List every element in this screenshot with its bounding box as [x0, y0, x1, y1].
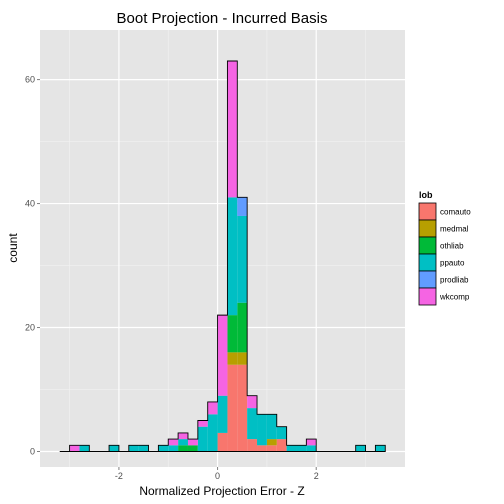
bar-segment-wkcomp: [227, 60, 238, 198]
bar-segment-wkcomp: [178, 432, 188, 440]
x-tick-label: 2: [314, 471, 319, 481]
bar-segment-wkcomp: [197, 420, 208, 427]
bar-segment-wkcomp: [69, 445, 80, 452]
legend-key-medmal: [418, 219, 437, 238]
legend-key-othliab: [418, 236, 437, 255]
bar-segment-ppauto: [296, 445, 307, 452]
bar-segment-medmal: [266, 439, 277, 446]
legend-key-comauto: [418, 202, 437, 221]
bar-segment-ppauto: [168, 445, 179, 452]
bar-segment-comauto: [217, 432, 228, 452]
bar-segment-ppauto: [207, 414, 218, 452]
y-axis-ticks: 0 20 40 60: [25, 75, 40, 457]
bar-segment-wkcomp: [306, 439, 317, 446]
y-tick-label: 40: [25, 199, 35, 209]
bar-segment-ppauto: [158, 445, 169, 452]
bar-segment-ppauto: [286, 445, 297, 452]
histogram-outline-path: [59, 60, 386, 452]
legend-label-prodliab: prodliab: [440, 276, 469, 285]
bar-segment-comauto: [247, 439, 258, 452]
legend: lob comauto medmal othliab ppauto prodliab wk…: [418, 190, 471, 306]
bar-segment-othliab: [187, 445, 198, 452]
legend-key-ppauto: [418, 253, 437, 272]
bar-segment-wkcomp: [187, 439, 198, 446]
bar-segment-ppauto: [128, 445, 139, 452]
bar-segment-prodliab: [237, 197, 248, 216]
bar-segment-ppauto: [227, 197, 238, 316]
bar-segment-comauto: [257, 445, 267, 452]
bar-segment-ppauto: [247, 408, 258, 440]
histogram-outline: [59, 60, 386, 452]
bar-segment-ppauto: [375, 445, 386, 452]
bar-segment-ppauto: [237, 215, 248, 303]
y-tick-label: 0: [30, 447, 35, 457]
y-tick-label: 60: [25, 75, 35, 85]
bar-segment-wkcomp: [247, 395, 258, 409]
x-axis-ticks: -2 0 2: [115, 467, 319, 481]
x-tick-label: -2: [115, 471, 123, 481]
bar-segment-ppauto: [355, 445, 366, 452]
bar-segment-comauto: [227, 364, 238, 452]
bar-segment-medmal: [227, 352, 238, 365]
x-tick-label: 0: [215, 471, 220, 481]
bar-segment-ppauto: [109, 445, 119, 452]
chart-title: Boot Projection - Incurred Basis: [117, 10, 328, 27]
bar-segment-medmal: [237, 352, 248, 365]
bar-segment-wkcomp: [168, 439, 179, 446]
legend-label-ppauto: ppauto: [440, 259, 465, 268]
x-axis-title: Normalized Projection Error - Z: [139, 484, 304, 498]
bar-segment-ppauto: [217, 395, 228, 433]
legend-label-wkcomp: wkcomp: [439, 293, 470, 302]
bar-segment-ppauto: [257, 414, 267, 446]
bar-segment-othliab: [237, 302, 248, 353]
y-tick-label: 20: [25, 323, 35, 333]
y-axis-title: count: [6, 233, 20, 263]
bar-segment-ppauto: [138, 445, 149, 452]
legend-title: lob: [419, 190, 433, 200]
legend-key-prodliab: [418, 270, 437, 289]
bar-segment-ppauto: [276, 426, 287, 440]
bar-segment-othliab: [178, 445, 188, 452]
bar-segment-wkcomp: [217, 315, 228, 396]
bar-segment-comauto: [237, 364, 248, 452]
legend-label-othliab: othliab: [440, 242, 464, 251]
bar-segment-comauto: [276, 439, 287, 452]
bar-segment-wkcomp: [207, 401, 218, 415]
minor-gridlines: [40, 30, 405, 467]
bar-segment-ppauto: [266, 414, 277, 440]
bar-segment-ppauto: [197, 426, 208, 452]
legend-key-wkcomp: [418, 287, 437, 306]
bar-segment-othliab: [227, 315, 238, 353]
legend-label-comauto: comauto: [440, 208, 471, 217]
bar-segment-ppauto: [306, 445, 317, 452]
bar-segment-ppauto: [79, 445, 90, 452]
histogram-bars: [69, 60, 386, 452]
bar-segment-ppauto: [178, 439, 188, 446]
legend-label-medmal: medmal: [440, 225, 469, 234]
bar-segment-comauto: [266, 445, 277, 452]
